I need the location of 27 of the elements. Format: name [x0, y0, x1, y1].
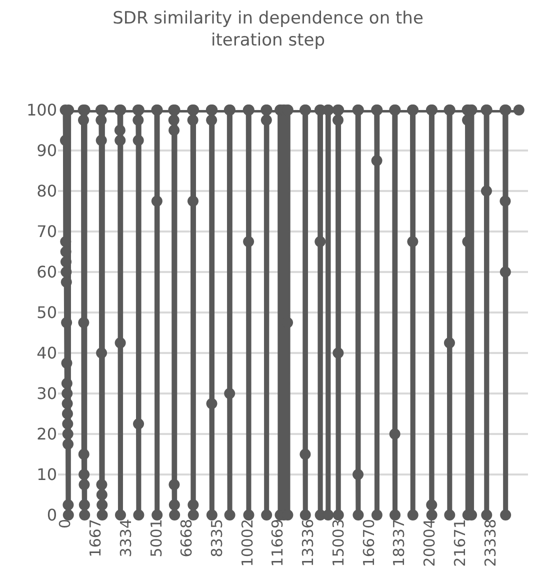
x-tick-label: 21671 [450, 519, 469, 567]
y-tick-label: 70 [36, 222, 57, 242]
x-tick-label: 20004 [420, 519, 439, 567]
y-tick-label: 40 [36, 344, 57, 363]
x-tick-label: 18337 [390, 519, 408, 567]
y-tick-label: 100 [26, 100, 57, 120]
y-tick-label: 20 [36, 424, 57, 444]
y-tick-label: 60 [36, 262, 57, 282]
x-tick-label: 8335 [208, 519, 226, 558]
y-tick-label: 10 [36, 465, 57, 484]
x-tick-label: 3334 [116, 519, 135, 558]
x-tick-label: 23338 [481, 519, 500, 567]
chart-title: SDR similarity in dependence on the iteration step [112, 8, 424, 50]
x-tick-label: 0 [56, 519, 74, 529]
y-tick-label: 90 [36, 141, 57, 160]
y-tick-label: 30 [36, 384, 57, 404]
x-tick-label: 15003 [329, 519, 348, 567]
x-tick-label: 10002 [238, 519, 256, 567]
x-tick-label: 11669 [268, 519, 287, 567]
x-tick-label: 13336 [299, 519, 318, 567]
x-tick-label: 1667 [86, 519, 105, 558]
x-tick-label: 16670 [360, 519, 378, 567]
y-tick-label: 50 [36, 303, 57, 322]
y-tick-label: 0 [46, 506, 57, 525]
y-tick-label: 80 [36, 182, 57, 201]
x-tick-label: 6668 [178, 519, 196, 558]
x-tick-label: 5001 [147, 519, 166, 558]
